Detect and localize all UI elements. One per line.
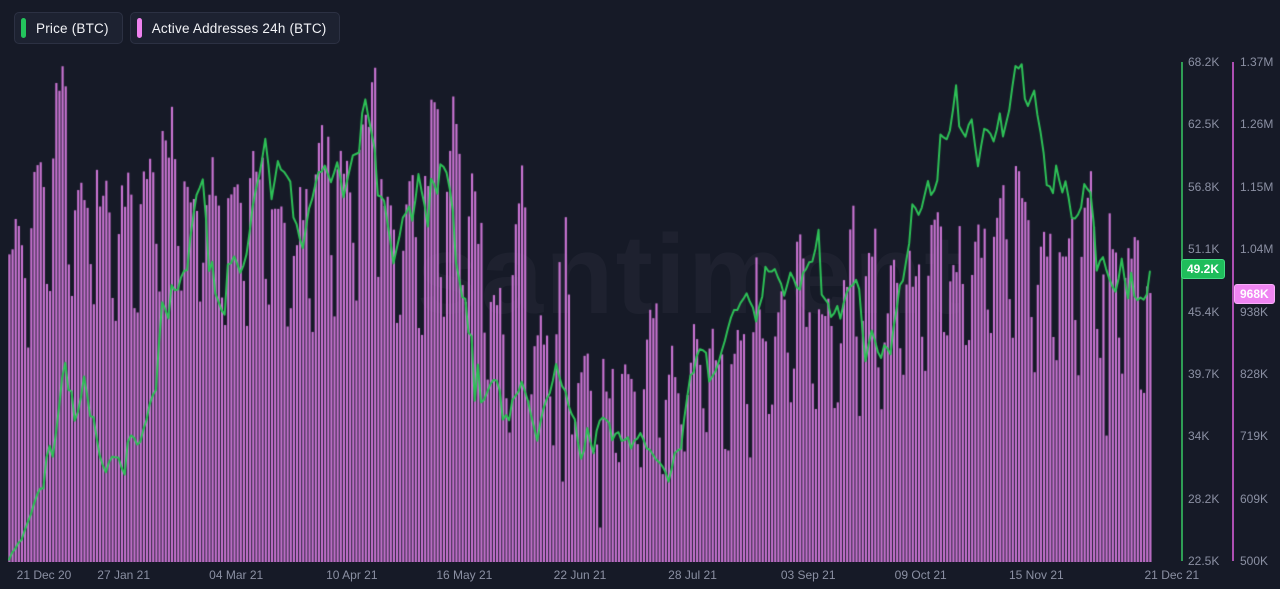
addresses-current-value-badge: 968K bbox=[1234, 283, 1275, 304]
x-axis-tick-label: 22 Jun 21 bbox=[553, 568, 607, 582]
axis-tick-label: 719K bbox=[1240, 429, 1269, 444]
x-axis-tick-label: 21 Dec 21 bbox=[1144, 568, 1200, 582]
x-axis-tick-label: 15 Nov 21 bbox=[1008, 568, 1064, 582]
axis-tick-label: 28.2K bbox=[1188, 491, 1220, 506]
axis-tick-label: 51.1K bbox=[1188, 242, 1220, 257]
chart-canvas[interactable] bbox=[8, 62, 1152, 562]
x-axis-tick-label: 04 Mar 21 bbox=[209, 568, 264, 582]
x-axis-tick-label: 21 Dec 20 bbox=[16, 568, 72, 582]
axis-tick-label: 500K bbox=[1240, 554, 1269, 568]
addresses-axis-line bbox=[1232, 62, 1234, 561]
axis-tick-label: 45.4K bbox=[1188, 304, 1220, 319]
x-axis-tick-label: 09 Oct 21 bbox=[894, 568, 947, 582]
x-axis-tick-label: 27 Jan 21 bbox=[97, 568, 150, 582]
x-axis-tick-label: 16 May 21 bbox=[436, 568, 493, 582]
axis-tick-label: 1.26M bbox=[1240, 117, 1274, 132]
axis-tick-label: 1.15M bbox=[1240, 179, 1274, 194]
legend-chip-active-addresses[interactable]: Active Addresses 24h (BTC) bbox=[129, 12, 341, 44]
axis-tick-label: 1.04M bbox=[1240, 242, 1274, 257]
axis-tick-label: 56.8K bbox=[1188, 179, 1220, 194]
axis-tick-label: 609K bbox=[1240, 491, 1269, 506]
x-axis-tick-label: 03 Sep 21 bbox=[780, 568, 836, 582]
price-axis-line bbox=[1181, 62, 1183, 561]
legend-label-active-addresses: Active Addresses 24h (BTC) bbox=[151, 20, 327, 36]
price-series-marker bbox=[21, 18, 26, 38]
axis-tick-label: 34K bbox=[1188, 429, 1210, 444]
axis-tick-label: 39.7K bbox=[1188, 366, 1220, 381]
axis-tick-label: 938K bbox=[1240, 304, 1269, 319]
price-current-value-badge: 49.2K bbox=[1181, 259, 1226, 280]
legend-label-price: Price (BTC) bbox=[36, 20, 109, 36]
axis-tick-label: 68.2K bbox=[1188, 55, 1220, 69]
axis-tick-label: 62.5K bbox=[1188, 117, 1220, 132]
active-addresses-series-marker bbox=[136, 18, 142, 38]
axis-tick-label: 1.37M bbox=[1240, 55, 1274, 69]
legend: Price (BTC) Active Addresses 24h (BTC) bbox=[14, 12, 341, 44]
legend-chip-price[interactable]: Price (BTC) bbox=[14, 12, 123, 44]
x-axis-tick-label: 10 Apr 21 bbox=[326, 568, 378, 582]
x-axis-tick-label: 28 Jul 21 bbox=[668, 568, 717, 582]
axis-tick-label: 828K bbox=[1240, 366, 1269, 381]
axis-tick-label: 22.5K bbox=[1188, 554, 1220, 568]
